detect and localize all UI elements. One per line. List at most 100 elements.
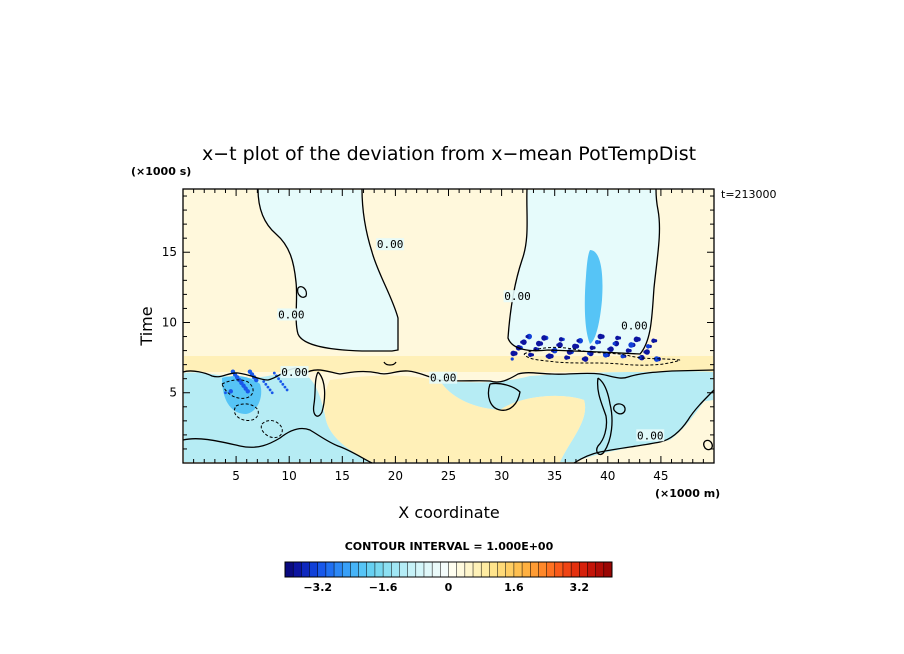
turbulence-marker [587,351,591,355]
turbulence-marker [612,341,616,346]
contour-label: 0.00 [430,372,457,385]
turbulence-marker [572,343,578,350]
turbulence-marker [566,349,573,355]
dashed-contour-right-1 [523,346,681,366]
colorbar: −3.2 −1.6 0 1.6 3.2 [284,561,613,594]
contour-label-bg [636,429,665,442]
colorbar-swatch [513,562,523,577]
colorbar-swatch [301,562,310,577]
colorbar-swatch [342,562,351,577]
colorbar-swatch [448,562,457,577]
turbulence-marker [558,337,564,342]
colorbar-swatch [383,562,392,577]
region-upper-right-negative [508,190,660,354]
contour-label: 0.00 [281,366,308,379]
contour-lower-right [573,389,715,464]
y-ticks: 5 10 15 [162,195,714,450]
contour-label: 0.00 [621,320,648,333]
region-center-positive [324,375,586,462]
colorbar-tick-label: 0 [445,581,453,594]
contour-small-ring [613,403,626,415]
contour-label-bg [277,308,306,321]
x-axis-label: X coordinate [398,503,499,522]
colorbar-swatch [595,562,605,577]
contour-label: 0.00 [504,290,531,303]
turbulence-marker [283,385,287,389]
colorbar-swatch [391,562,400,577]
x-tick-label: 20 [388,469,403,483]
colorbar-swatch [325,562,335,577]
colorbar-swatch [464,562,474,577]
colorbar-swatch [309,562,318,577]
turbulence-marker [272,371,276,375]
turbulence-marker [268,388,272,392]
y-axis-label: Time [137,306,156,346]
turbulence-marker [594,339,600,345]
colorbar-swatch [489,562,498,577]
colorbar-swatch [546,562,556,577]
contour-label-bg [429,371,458,384]
colorbar-swatch [374,562,384,577]
time-annotation: t=213000 [721,188,777,201]
region-strong-negative-right [584,250,603,344]
colorbar-swatch [530,562,539,577]
region-upper-left-negative [258,190,398,351]
colorbar-swatch [366,562,376,577]
colorbar-tick-label: 3.2 [570,581,590,594]
dashed-contour-left-2 [233,403,259,421]
turbulence-marker [528,352,533,358]
turbulence-marker [607,347,611,351]
colorbar-swatch [440,562,449,577]
turbulence-marker [228,389,233,394]
turbulence-marker [545,354,549,358]
y-tick-label: 10 [162,315,177,329]
x-ticks: 5 10 15 20 25 30 35 40 45 [193,189,704,483]
x-tick-label: 5 [232,469,240,483]
turbulence-marker [279,380,283,383]
colorbar-swatch [285,562,294,577]
x-tick-label: 40 [600,469,615,483]
turbulence-marker [247,369,253,374]
turbulence-markers [224,333,661,395]
contour-upper-left [257,188,399,352]
contour-lines [182,188,715,464]
turbulence-marker [541,335,547,341]
contour-top-loop [296,286,308,298]
turbulence-marker [270,391,274,395]
colorbar-swatch [432,562,441,577]
turbulence-marker [581,357,585,361]
turbulence-marker [589,345,595,350]
colorbar-swatch [358,562,368,577]
turbulence-marker [510,350,517,357]
colorbar-swatch [399,562,408,577]
contour-band [182,367,715,383]
turbulence-marker [285,388,289,392]
x-tick-label: 15 [335,469,350,483]
contour-label-bg [503,290,532,303]
contour-lower-left [182,427,373,464]
colorbar-tick-label: 1.6 [504,581,524,594]
contour-mid-loop [312,371,326,417]
turbulence-marker [224,391,227,395]
contour-upper-mark [383,361,397,366]
contour-label: 0.00 [377,238,404,251]
turbulence-marker [576,339,580,343]
colorbar-swatch [407,562,417,577]
colorbar-swatch [423,562,433,577]
contour-label-bg [620,319,649,332]
x-unit-label: (×1000 m) [655,487,720,500]
contour-interval-label: CONTOUR INTERVAL = 1.000E+00 [345,540,554,553]
colorbar-swatch [522,562,531,577]
plot-area: 0.00 0.00 0.00 0.00 0.00 0.00 0.00 5 10 15 20 25 30… [162,188,715,483]
colorbar-swatch [350,562,359,577]
dashed-contour-left-3 [260,420,283,439]
turbulence-marker [643,350,647,354]
turbulence-marker [651,338,656,343]
contour-upper-right [507,188,661,355]
turbulence-marker [520,340,524,344]
y-tick-label: 15 [162,245,177,259]
contour-right-loop [596,377,613,456]
colorbar-swatch [579,562,588,577]
x-tick-label: 45 [653,469,668,483]
turbulence-marker [266,385,270,389]
